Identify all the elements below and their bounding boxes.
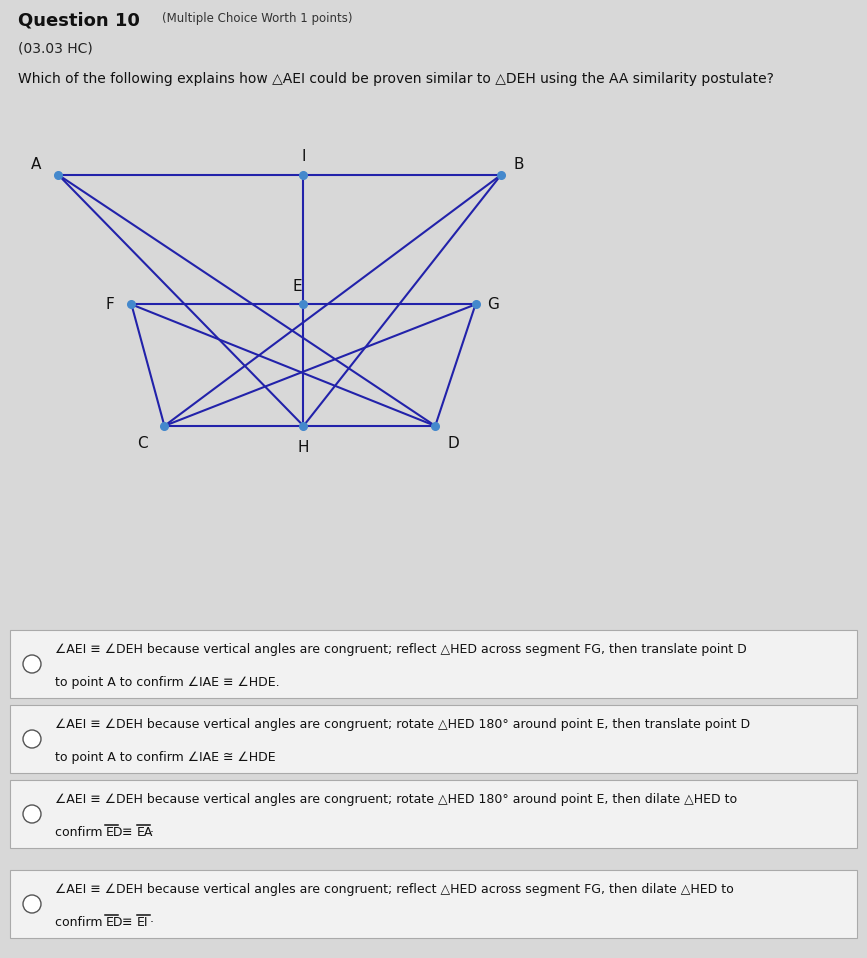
Text: ·: · <box>149 826 153 839</box>
Text: ∠AEI ≡ ∠DEH because vertical angles are congruent; rotate △HED 180° around point: ∠AEI ≡ ∠DEH because vertical angles are … <box>55 793 737 806</box>
Text: (03.03 HC): (03.03 HC) <box>18 42 93 56</box>
Text: ED: ED <box>106 826 123 839</box>
Text: H: H <box>297 441 310 455</box>
Text: A: A <box>31 157 42 172</box>
Text: ∠AEI ≡ ∠DEH because vertical angles are congruent; reflect △HED across segment F: ∠AEI ≡ ∠DEH because vertical angles are … <box>55 883 733 896</box>
Text: ∠AEI ≡ ∠DEH because vertical angles are congruent; reflect △HED across segment F: ∠AEI ≡ ∠DEH because vertical angles are … <box>55 643 746 656</box>
Text: ED: ED <box>106 916 123 929</box>
Text: confirm: confirm <box>55 916 107 929</box>
FancyBboxPatch shape <box>10 705 857 773</box>
Text: EI: EI <box>137 916 148 929</box>
Text: (Multiple Choice Worth 1 points): (Multiple Choice Worth 1 points) <box>162 12 353 25</box>
Text: ≡: ≡ <box>118 916 136 929</box>
Circle shape <box>23 655 41 673</box>
Text: ≡: ≡ <box>118 826 136 839</box>
Text: EA: EA <box>137 826 153 839</box>
Text: Question 10: Question 10 <box>18 12 140 30</box>
Text: to point A to confirm ∠IAE ≅ ∠HDE: to point A to confirm ∠IAE ≅ ∠HDE <box>55 751 276 764</box>
Text: to point A to confirm ∠IAE ≡ ∠HDE.: to point A to confirm ∠IAE ≡ ∠HDE. <box>55 676 280 689</box>
Text: confirm: confirm <box>55 826 107 839</box>
FancyBboxPatch shape <box>10 630 857 698</box>
Text: G: G <box>487 297 499 312</box>
Text: ·: · <box>149 916 153 929</box>
Text: D: D <box>447 437 460 451</box>
FancyBboxPatch shape <box>10 870 857 938</box>
Text: F: F <box>105 297 114 312</box>
Text: B: B <box>514 157 525 172</box>
Text: ∠AEI ≡ ∠DEH because vertical angles are congruent; rotate △HED 180° around point: ∠AEI ≡ ∠DEH because vertical angles are … <box>55 718 750 731</box>
FancyBboxPatch shape <box>10 780 857 848</box>
Circle shape <box>23 730 41 748</box>
Text: Which of the following explains how △AEI could be proven similar to △DEH using t: Which of the following explains how △AEI… <box>18 72 774 86</box>
Text: E: E <box>293 279 303 294</box>
Circle shape <box>23 805 41 823</box>
Text: C: C <box>137 437 147 451</box>
Circle shape <box>23 895 41 913</box>
Text: I: I <box>301 149 306 165</box>
